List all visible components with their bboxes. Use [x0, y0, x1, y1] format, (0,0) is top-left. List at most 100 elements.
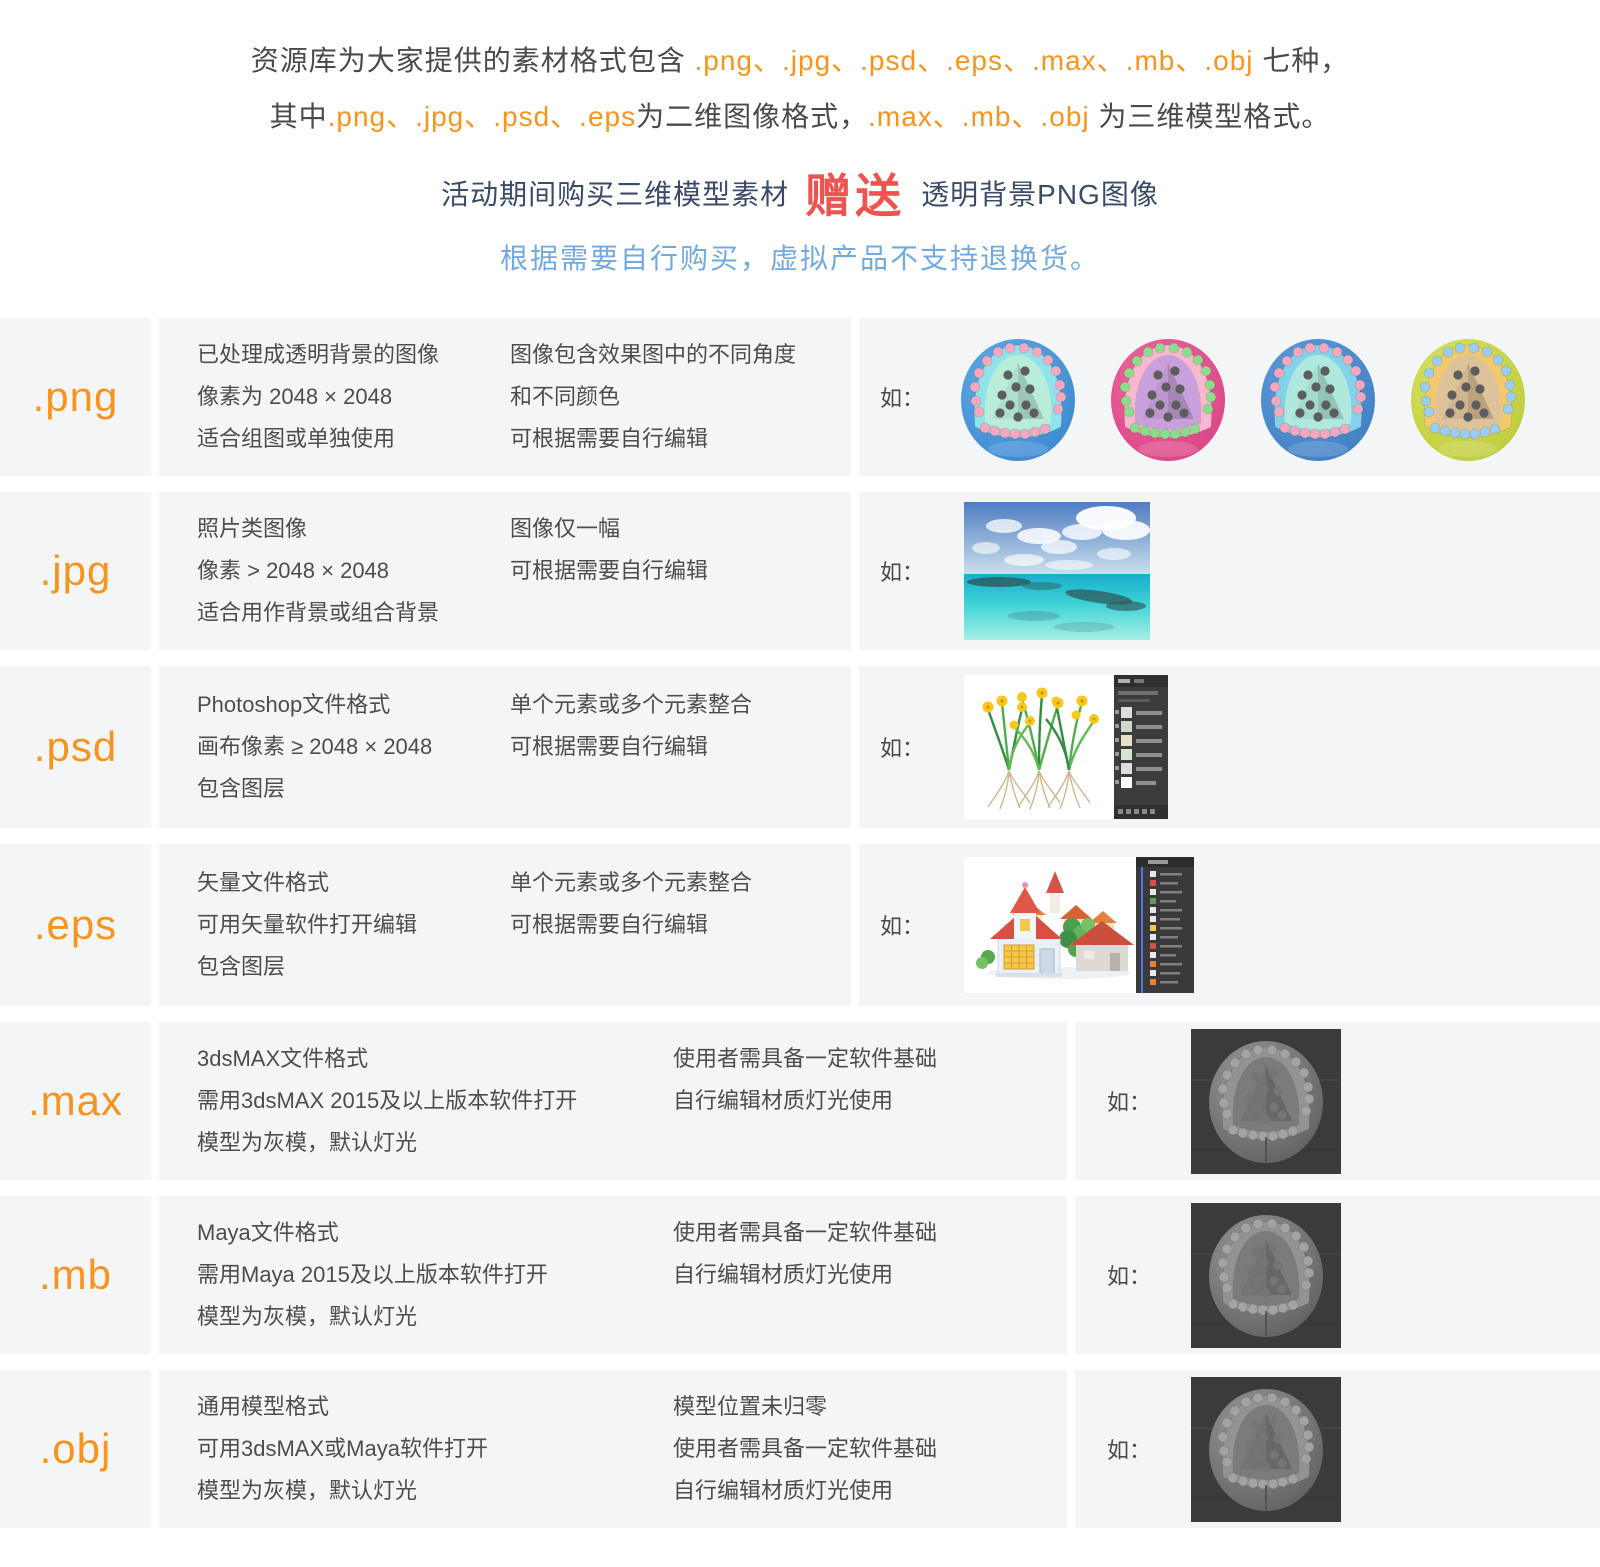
format-table: .png 已处理成透明背景的图像 像素为 2048 × 2048 适合组图或单独… — [0, 318, 1600, 1528]
format-label: .jpg — [39, 547, 112, 594]
format-row-png: .png 已处理成透明背景的图像 像素为 2048 × 2048 适合组图或单独… — [0, 318, 1600, 476]
png-example-images — [958, 331, 1528, 463]
description-line: 像素为 2048 × 2048 — [197, 384, 393, 409]
png-example-ball-pink — [1111, 339, 1226, 461]
format-description-cell: 通用模型格式 可用3dsMAX或Maya软件打开 模型为灰模，默认灯光 模型位置… — [159, 1370, 1067, 1528]
format-example-cell: 如： — [1075, 1370, 1600, 1528]
description-line: 照片类图像 — [197, 516, 308, 541]
format-label: .psd — [33, 723, 118, 770]
format-example-cell: 如： — [859, 318, 1600, 476]
format-description-cell: Maya文件格式 需用Maya 2015及以上版本软件打开 模型为灰模，默认灯光… — [159, 1196, 1067, 1354]
description-line: 模型位置未归零 — [673, 1394, 828, 1419]
description-line: 单个元素或多个元素整合 — [510, 870, 753, 895]
format-example-cell: 如： — [859, 666, 1600, 828]
description-col-a: 照片类图像 像素 > 2048 × 2048 适合用作背景或组合背景 — [197, 508, 510, 634]
format-label: .mb — [38, 1251, 112, 1298]
format-label-cell: .eps — [0, 844, 151, 1006]
format-label-cell: .obj — [0, 1370, 151, 1528]
intro-text: 为三维模型格式。 — [1089, 101, 1331, 132]
description-col-b: 图像仅一幅 可根据需要自行编辑 — [510, 508, 708, 592]
description-line: 模型为灰模，默认灯光 — [197, 1304, 418, 1329]
example-label: 如： — [880, 386, 925, 411]
example-label: 如： — [880, 914, 925, 939]
format-label: .obj — [39, 1425, 112, 1472]
description-line: 通用模型格式 — [197, 1394, 330, 1419]
description-col-b: 模型位置未归零 使用者需具备一定软件基础 自行编辑材质灯光使用 — [673, 1386, 937, 1512]
max-example-model-viewport — [1191, 1028, 1342, 1174]
description-line: 模型为灰模，默认灯光 — [197, 1478, 418, 1503]
description-line: 可根据需要自行编辑 — [510, 558, 709, 583]
gift-badge: 赠送 — [805, 170, 906, 222]
jpg-example-beach-photo — [964, 502, 1151, 640]
example-label: 如： — [880, 560, 925, 585]
description-col-b: 单个元素或多个元素整合 可根据需要自行编辑 — [510, 684, 752, 768]
description-line: 像素 > 2048 × 2048 — [197, 558, 390, 583]
description-line: 矢量文件格式 — [197, 870, 330, 895]
description-line: 使用者需具备一定软件基础 — [673, 1436, 938, 1461]
description-line: 和不同颜色 — [510, 384, 621, 409]
description-line: 可根据需要自行编辑 — [510, 912, 709, 937]
format-label-cell: .psd — [0, 666, 151, 828]
description-line: 适合用作背景或组合背景 — [197, 600, 440, 625]
format-row-obj: .obj 通用模型格式 可用3dsMAX或Maya软件打开 模型为灰模，默认灯光… — [0, 1370, 1600, 1528]
format-example-cell: 如： — [1075, 1022, 1600, 1180]
description-line: 包含图层 — [197, 954, 286, 979]
promo-text-left: 活动期间购买三维模型素材 — [441, 179, 790, 210]
mb-example-model-viewport — [1191, 1202, 1342, 1348]
description-line: 3dsMAX文件格式 — [197, 1046, 369, 1071]
format-label: .eps — [33, 901, 118, 948]
format-label: .png — [32, 373, 119, 420]
description-line: 可用矢量软件打开编辑 — [197, 912, 418, 937]
format-list-highlight: .png、.jpg、.psd、.eps、.max、.mb、.obj — [694, 45, 1254, 76]
description-col-a: Photoshop文件格式 画布像素 ≥ 2048 × 2048 包含图层 — [197, 684, 510, 810]
format-row-psd: .psd Photoshop文件格式 画布像素 ≥ 2048 × 2048 包含… — [0, 666, 1600, 828]
description-line: 图像包含效果图中的不同角度 — [510, 342, 797, 367]
description-col-b: 使用者需具备一定软件基础 自行编辑材质灯光使用 — [673, 1038, 937, 1122]
description-line: 单个元素或多个元素整合 — [510, 692, 753, 717]
format-description-cell: 照片类图像 像素 > 2048 × 2048 适合用作背景或组合背景 图像仅一幅… — [159, 492, 851, 650]
example-label: 如： — [1107, 1264, 1152, 1289]
format-description-cell: 矢量文件格式 可用矢量软件打开编辑 包含图层 单个元素或多个元素整合 可根据需要… — [159, 844, 851, 1006]
intro-text: 资源库为大家提供的素材格式包含 — [250, 45, 695, 76]
format-description-cell: 3dsMAX文件格式 需用3dsMAX 2015及以上版本软件打开 模型为灰模，… — [159, 1022, 1067, 1180]
intro-section: 资源库为大家提供的素材格式包含 .png、.jpg、.psd、.eps、.max… — [0, 0, 1600, 276]
intro-text: 七种， — [1253, 45, 1350, 76]
description-line: 画布像素 ≥ 2048 × 2048 — [197, 734, 433, 759]
format-label-cell: .jpg — [0, 492, 151, 650]
format-description-cell: 已处理成透明背景的图像 像素为 2048 × 2048 适合组图或单独使用 图像… — [159, 318, 851, 476]
description-line: Photoshop文件格式 — [197, 692, 391, 717]
format-example-cell: 如： — [859, 844, 1600, 1006]
description-line: 自行编辑材质灯光使用 — [673, 1262, 894, 1287]
format-description-cell: Photoshop文件格式 画布像素 ≥ 2048 × 2048 包含图层 单个… — [159, 666, 851, 828]
psd-example-image — [964, 675, 1169, 819]
format-row-mb: .mb Maya文件格式 需用Maya 2015及以上版本软件打开 模型为灰模，… — [0, 1196, 1600, 1354]
description-line: 模型为灰模，默认灯光 — [197, 1130, 418, 1155]
format-row-max: .max 3dsMAX文件格式 需用3dsMAX 2015及以上版本软件打开 模… — [0, 1022, 1600, 1180]
example-label: 如： — [1107, 1438, 1152, 1463]
promo-text-right: 透明背景PNG图像 — [921, 179, 1159, 210]
format-label-cell: .max — [0, 1022, 151, 1180]
description-col-a: 已处理成透明背景的图像 像素为 2048 × 2048 适合组图或单独使用 — [197, 334, 510, 460]
format-label-cell: .png — [0, 318, 151, 476]
description-line: 自行编辑材质灯光使用 — [673, 1478, 894, 1503]
example-label: 如： — [1107, 1090, 1152, 1115]
description-col-b: 单个元素或多个元素整合 可根据需要自行编辑 — [510, 862, 752, 946]
description-col-a: 矢量文件格式 可用矢量软件打开编辑 包含图层 — [197, 862, 510, 988]
png-example-ball-blue — [961, 339, 1076, 461]
intro-line-1: 资源库为大家提供的素材格式包含 .png、.jpg、.psd、.eps、.max… — [0, 44, 1600, 78]
description-line: Maya文件格式 — [197, 1220, 339, 1245]
obj-example-model-viewport — [1191, 1376, 1342, 1522]
description-line: 图像仅一幅 — [510, 516, 621, 541]
description-line: 自行编辑材质灯光使用 — [673, 1088, 894, 1113]
description-line: 适合组图或单独使用 — [197, 426, 396, 451]
intro-line-2: 其中.png、.jpg、.psd、.eps为二维图像格式，.max、.mb、.o… — [0, 100, 1600, 134]
format-row-jpg: .jpg 照片类图像 像素 > 2048 × 2048 适合用作背景或组合背景 … — [0, 492, 1600, 650]
format-list-highlight-3d: .max、.mb、.obj — [868, 101, 1090, 132]
png-example-ball-yellow — [1411, 339, 1526, 461]
format-example-cell: 如： — [1075, 1196, 1600, 1354]
description-line: 使用者需具备一定软件基础 — [673, 1046, 938, 1071]
description-col-b: 图像包含效果图中的不同角度 和不同颜色 可根据需要自行编辑 — [510, 334, 796, 460]
intro-line-3: 活动期间购买三维模型素材 赠送 透明背景PNG图像 — [0, 168, 1600, 222]
description-line: 包含图层 — [197, 776, 286, 801]
eps-example-image — [964, 857, 1195, 993]
